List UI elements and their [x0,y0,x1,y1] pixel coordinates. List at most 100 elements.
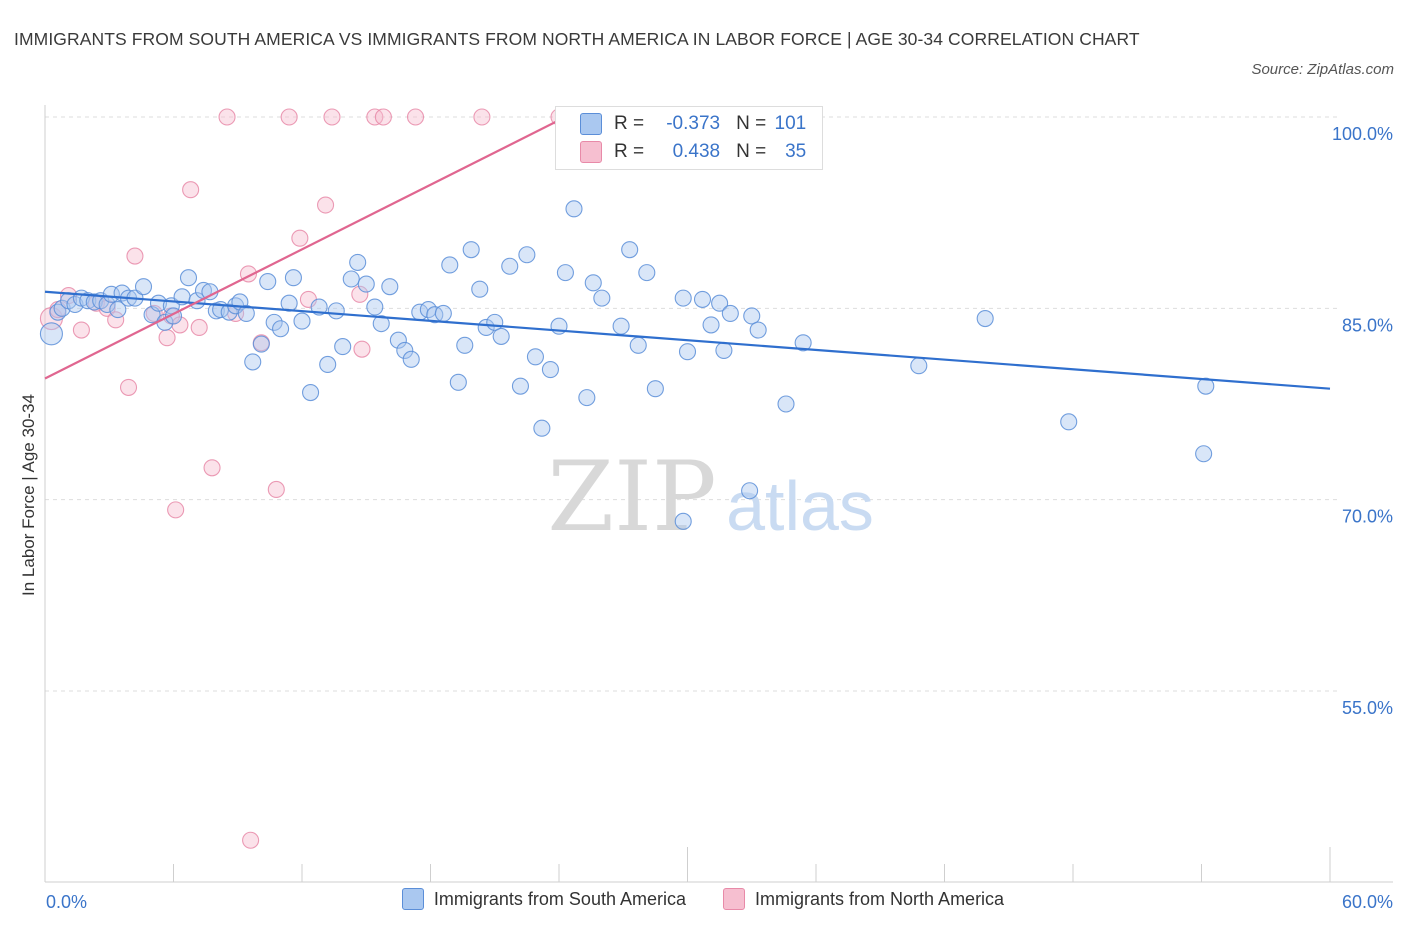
south-point [511,377,530,395]
north-point [323,108,341,126]
south-point [349,253,367,271]
grid-lines [45,116,1340,692]
watermark-atlas: atlas [726,467,874,545]
south-point [252,335,270,353]
south-point [1195,445,1213,463]
stats-r-north: 0.438 [672,141,721,162]
south-point [702,316,720,334]
north-point [203,459,221,477]
south-point [462,241,480,259]
north-point [171,316,189,334]
source-label: Source: ZipAtlas.com [1251,61,1394,78]
correlation-stats-box: R = -0.373 N = 101 R = 0.438 N = 35 [555,106,823,170]
y-tick-label: 85.0% [1342,315,1393,335]
south-point [449,373,467,391]
south-point [741,482,759,500]
south-point [441,256,459,274]
south-point [456,336,474,354]
north-point [158,329,176,347]
south-point [220,303,238,321]
north-point [473,108,491,126]
south-point [492,327,510,345]
y-tick-label: 70.0% [1342,507,1393,527]
south-point [477,318,495,337]
stats-r-label: R = [614,113,645,134]
legend-label-north: Immigrants from North America [755,888,1005,909]
x-tick-max: 60.0% [1342,892,1393,912]
chart-title: IMMIGRANTS FROM SOUTH AMERICA VS IMMIGRA… [14,29,1140,49]
north-point [119,378,138,396]
south-point [541,361,559,379]
legend-label-south: Immigrants from South America [433,888,686,909]
stats-r-south: -0.373 [666,113,721,134]
south-point [621,241,639,259]
south-point [565,200,583,218]
stats-swatch-south [580,113,602,135]
south-point [434,304,452,322]
south-point [593,289,611,307]
south-point [272,320,290,338]
south-point [976,309,994,328]
south-point [402,350,420,368]
stats-n-south: 101 [774,113,807,134]
trend-lines [44,116,1331,390]
south-point [777,395,795,413]
south-point [396,341,414,359]
south-point [910,357,928,375]
south-point [638,264,656,282]
south-point [342,270,360,288]
north-point [374,108,392,126]
south-point [179,269,198,287]
north-point [126,247,144,265]
north-point [190,318,208,337]
south-point [715,341,733,359]
south-point [85,293,103,311]
south-point [244,353,262,371]
legend-swatch-south [401,888,424,910]
south-point [79,292,97,310]
stats-n-label: N = [736,141,767,162]
south-point [526,348,544,366]
legend-item-north[interactable]: Immigrants from North America [723,888,1004,910]
south-point [237,304,255,322]
south-point [134,278,153,296]
south-point [284,269,302,287]
y-tick-label: 55.0% [1342,698,1393,718]
x-tick-min: 0.0% [46,892,87,912]
south-point [265,313,283,331]
south-point [302,383,320,402]
stats-n-north: 35 [785,141,807,162]
stats-n-label: N = [736,113,767,134]
south-point [293,312,311,330]
stats-row-south: R = -0.373 N = 101 [580,110,806,138]
south-point [612,317,630,335]
legend-item-south[interactable]: Immigrants from South America [401,888,686,910]
north-point [182,181,200,199]
south-point [366,298,384,316]
south-point [646,380,664,398]
legend-swatch-north [723,888,746,910]
south-point [66,295,84,314]
north-point [291,229,309,247]
south-point [518,246,536,264]
south-point [578,389,596,407]
south-point [674,289,692,307]
watermark-zip: ZIP [547,441,716,553]
south-point [327,302,345,320]
south-point [39,322,63,346]
south-point [693,290,712,308]
south-point [1060,413,1078,431]
south-point [584,274,602,292]
south-point [501,257,519,275]
north-point [72,321,90,339]
north-point [317,196,335,214]
north-point [366,108,384,126]
north-point [406,108,425,126]
south-point [381,278,399,296]
south-point [743,307,761,325]
south-point [721,304,739,322]
south-point [629,336,647,354]
north-point [351,285,369,303]
north-point [353,340,371,358]
